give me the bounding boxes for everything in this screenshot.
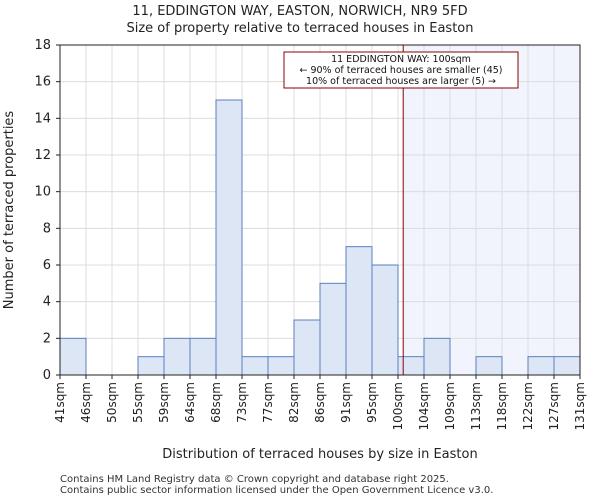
histogram-bar bbox=[345, 246, 373, 376]
chart-subtitle: Size of property relative to terraced ho… bbox=[126, 21, 474, 36]
x-tick-label: 86sqm bbox=[313, 382, 327, 423]
y-tick-label: 4 bbox=[43, 295, 51, 310]
histogram-bar bbox=[241, 356, 269, 376]
chart-title-address: 11, EDDINGTON WAY, EASTON, NORWICH, NR9 … bbox=[132, 4, 468, 19]
histogram-bar bbox=[293, 319, 321, 376]
annotation-line: 10% of terraced houses are larger (5) → bbox=[306, 76, 496, 87]
x-tick-label: 46sqm bbox=[79, 382, 93, 423]
histogram-bar bbox=[553, 356, 581, 376]
histogram-bar bbox=[215, 99, 243, 376]
histogram-bar bbox=[319, 282, 347, 376]
y-tick-label: 10 bbox=[34, 185, 51, 200]
histogram-bar bbox=[163, 337, 191, 376]
y-tick-label: 16 bbox=[34, 75, 51, 90]
annotation-line: ← 90% of terraced houses are smaller (45… bbox=[299, 65, 502, 76]
x-tick-label: 100sqm bbox=[391, 382, 405, 430]
y-tick-label: 0 bbox=[43, 368, 51, 383]
y-axis-label: Number of terraced properties bbox=[2, 111, 17, 310]
larger-region-shading bbox=[403, 45, 580, 375]
x-tick-label: 109sqm bbox=[443, 382, 457, 430]
x-tick-label: 77sqm bbox=[261, 382, 275, 423]
histogram-bar bbox=[267, 356, 295, 376]
x-tick-label: 104sqm bbox=[417, 382, 431, 430]
x-tick-label: 127sqm bbox=[547, 382, 561, 430]
x-tick-label: 68sqm bbox=[209, 382, 223, 423]
histogram-bar bbox=[527, 356, 555, 376]
annotation-box bbox=[283, 51, 519, 89]
histogram-bar bbox=[397, 356, 425, 376]
y-tick-label: 12 bbox=[34, 148, 51, 163]
y-tick-label: 14 bbox=[34, 111, 51, 126]
x-tick-label: 82sqm bbox=[287, 382, 301, 423]
x-tick-label: 41sqm bbox=[53, 382, 67, 423]
x-tick-label: 91sqm bbox=[339, 382, 353, 423]
x-tick-label: 95sqm bbox=[365, 382, 379, 423]
x-tick-label: 73sqm bbox=[235, 382, 249, 423]
y-tick-label: 8 bbox=[43, 221, 51, 236]
x-tick-label: 50sqm bbox=[105, 382, 119, 423]
x-tick-label: 55sqm bbox=[131, 382, 145, 423]
y-tick-label: 2 bbox=[43, 331, 51, 346]
histogram-bar bbox=[189, 337, 217, 376]
y-tick-label: 6 bbox=[43, 258, 51, 273]
y-tick-label: 18 bbox=[34, 38, 51, 53]
histogram-bar bbox=[371, 264, 399, 376]
x-tick-label: 131sqm bbox=[573, 382, 587, 430]
footer-licence: Contains public sector information licen… bbox=[60, 485, 494, 496]
x-tick-label: 59sqm bbox=[157, 382, 171, 423]
footer-copyright: Contains HM Land Registry data © Crown c… bbox=[60, 474, 449, 485]
x-tick-label: 118sqm bbox=[495, 382, 509, 430]
annotation-line: 11 EDDINGTON WAY: 100sqm bbox=[331, 54, 471, 65]
x-tick-label: 122sqm bbox=[521, 382, 535, 430]
histogram-bar bbox=[475, 356, 503, 376]
histogram-bar bbox=[59, 337, 87, 376]
x-tick-label: 64sqm bbox=[183, 382, 197, 423]
histogram-bar bbox=[137, 356, 165, 376]
x-axis-label: Distribution of terraced houses by size … bbox=[162, 447, 477, 462]
histogram-bar bbox=[423, 337, 451, 376]
x-tick-label: 113sqm bbox=[469, 382, 483, 430]
